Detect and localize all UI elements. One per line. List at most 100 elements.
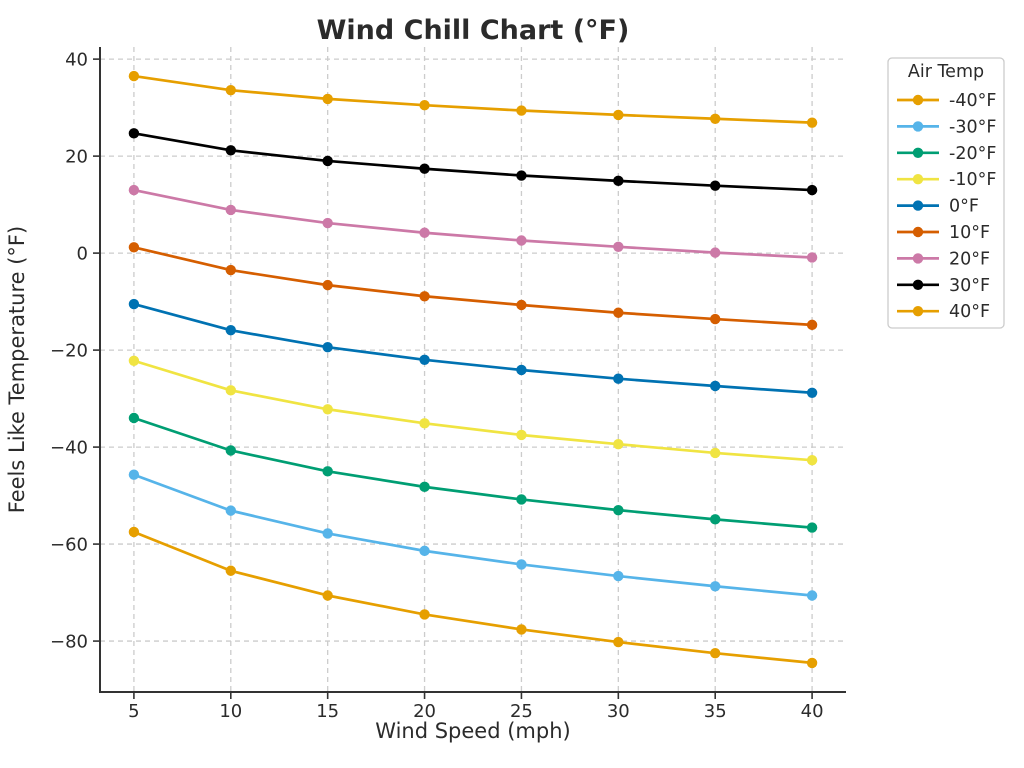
series-marker <box>710 313 721 325</box>
series-marker <box>225 445 236 456</box>
legend-swatch-marker <box>912 279 924 290</box>
series-marker <box>710 514 721 525</box>
series-marker <box>419 163 430 174</box>
chart-title: Wind Chill Chart (°F) <box>317 15 630 46</box>
legend-entry: 30°F <box>897 276 990 296</box>
legend-entry-label: 20°F <box>949 249 990 269</box>
series--20°F <box>128 412 818 533</box>
series-marker <box>419 481 430 493</box>
series-marker <box>613 373 624 384</box>
series-marker <box>613 241 624 253</box>
y-tick-label: −60 <box>50 535 88 556</box>
series-10°F <box>128 242 818 331</box>
series-marker <box>710 447 721 459</box>
y-tick-label: −80 <box>50 632 88 653</box>
y-tick-label: 20 <box>65 147 88 168</box>
gridlines <box>100 47 846 692</box>
x-tick-label: 35 <box>704 701 727 722</box>
series-marker <box>128 184 140 196</box>
legend-entry-label: 0°F <box>949 197 979 217</box>
series--30°F <box>128 469 818 601</box>
series-marker <box>516 364 527 376</box>
series-marker <box>516 235 527 246</box>
legend-entry-label: 10°F <box>949 223 990 243</box>
series-marker <box>516 299 527 311</box>
legend-swatch-marker <box>912 226 924 238</box>
legend-swatch-marker <box>912 306 924 317</box>
series-marker <box>419 354 430 366</box>
series-marker <box>128 355 140 366</box>
series-marker <box>806 454 818 466</box>
series-marker <box>806 522 818 533</box>
series-line <box>132 359 814 462</box>
series-marker <box>419 291 430 302</box>
legend-entry: -10°F <box>897 170 996 190</box>
series-marker <box>516 170 527 181</box>
legend-entry-label: -20°F <box>949 144 996 164</box>
y-tick-label: −20 <box>50 341 88 362</box>
series-marker <box>128 298 140 310</box>
legend-swatch-marker <box>912 121 924 132</box>
series-marker <box>710 180 721 191</box>
series-marker <box>806 184 818 196</box>
legend: Air Temp -40°F -30°F -20°F -10°F 0°F 10°F 20°F 3… <box>887 57 1005 329</box>
series-marker <box>322 217 333 229</box>
legend-entry-label: -30°F <box>949 117 996 137</box>
series--40°F <box>128 526 818 669</box>
series-marker <box>710 380 721 392</box>
series--10°F <box>128 355 818 466</box>
x-tick-label: 40 <box>801 701 824 722</box>
legend-title: Air Temp <box>908 62 984 82</box>
series-marker <box>322 590 333 601</box>
series-marker <box>613 636 624 648</box>
legend-entry: -40°F <box>897 91 996 111</box>
series-marker <box>128 412 140 424</box>
legend-entry: 40°F <box>897 302 990 322</box>
x-axis-label: Wind Speed (mph) <box>375 719 570 743</box>
series-marker <box>806 117 818 128</box>
legend-swatch-marker <box>912 200 924 211</box>
series-marker <box>225 565 236 576</box>
series-line <box>132 416 814 529</box>
x-tick-label: 15 <box>316 701 339 722</box>
series-marker <box>806 657 818 669</box>
series-marker <box>806 387 818 398</box>
series-marker <box>516 429 527 441</box>
series-marker <box>806 590 818 601</box>
series-line <box>132 302 814 395</box>
axes-layer: 5 10 15 20 25 30 35 40 40 20 0 −20 −40 −60 −80 <box>50 47 846 722</box>
y-tick-label: 40 <box>65 50 88 71</box>
series-line <box>132 245 814 327</box>
legend-entry: 20°F <box>897 249 990 269</box>
legend-entry: 0°F <box>897 197 979 217</box>
series-marker <box>128 469 140 480</box>
x-tick-label: 10 <box>219 701 242 722</box>
series-marker <box>710 581 721 592</box>
legend-swatch-marker <box>912 147 924 158</box>
series-marker <box>806 252 818 263</box>
legend-entry-label: -10°F <box>949 170 996 190</box>
series-marker <box>128 526 140 538</box>
y-tick-label: 0 <box>77 244 88 265</box>
x-tick-label: 25 <box>510 701 533 722</box>
series-layer <box>128 70 818 669</box>
series-marker <box>225 385 236 396</box>
y-tick-label: −40 <box>50 438 88 459</box>
legend-swatch-marker <box>912 253 924 264</box>
series-marker <box>322 466 333 477</box>
series-marker <box>419 227 430 238</box>
series-marker <box>419 545 430 557</box>
series-marker <box>419 99 430 111</box>
series-marker <box>613 109 624 121</box>
series-marker <box>128 70 140 82</box>
series-marker <box>225 145 236 156</box>
series-marker <box>419 609 430 620</box>
series-20°F <box>128 184 818 263</box>
series-marker <box>322 93 333 105</box>
series-marker <box>710 113 721 124</box>
series-marker <box>128 128 140 139</box>
series-marker <box>613 504 624 516</box>
x-tick-label: 30 <box>607 701 630 722</box>
